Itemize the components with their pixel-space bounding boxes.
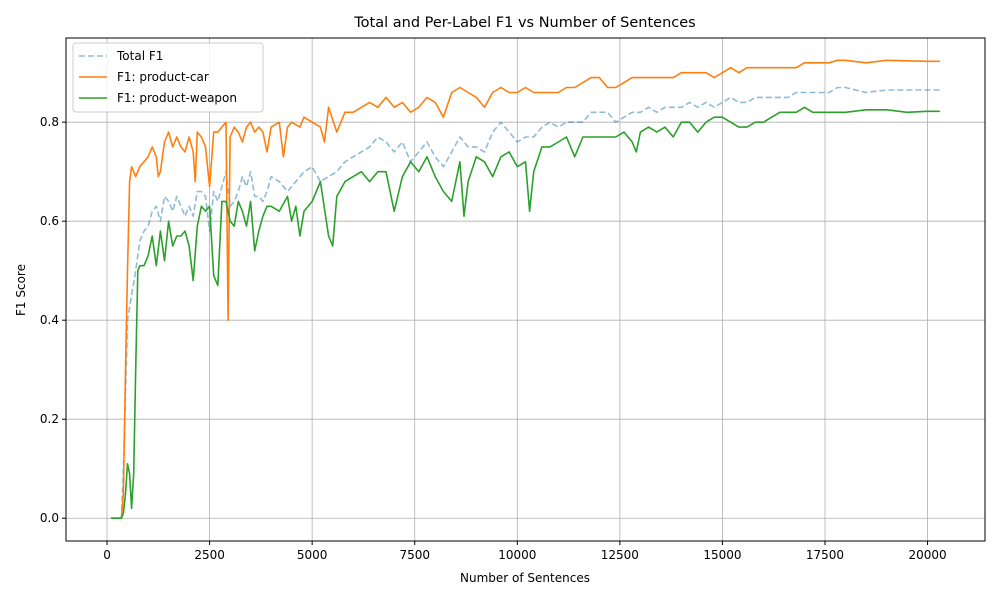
legend: Total F1 F1: product-car F1: product-weapo… — [72, 42, 264, 113]
x-tick-label: 10000 — [498, 548, 536, 562]
y-tick-label: 0.6 — [40, 214, 59, 228]
x-axis-label: Number of Sentences — [460, 571, 590, 585]
y-tick-label: 0.0 — [40, 511, 59, 525]
series-line-2 — [111, 106, 940, 519]
legend-label-0: Total F1 — [116, 49, 163, 63]
x-tick-label: 17500 — [806, 548, 844, 562]
series-lines — [111, 59, 940, 519]
x-tick-label: 5000 — [297, 548, 328, 562]
series-line-0 — [111, 86, 940, 519]
y-axis-label: F1 Score — [14, 264, 28, 316]
x-tick-label: 15000 — [703, 548, 741, 562]
legend-label-2: F1: product-weapon — [117, 91, 237, 105]
plot-frame — [65, 37, 986, 542]
x-tick-label: 0 — [103, 548, 111, 562]
ticks: 0 2500 5000 7500 10000 12500 15000 17500 20000 0.… — [40, 115, 947, 562]
y-tick-label: 0.2 — [40, 412, 59, 426]
y-tick-label: 0.4 — [40, 313, 59, 327]
series-line-1 — [111, 59, 940, 519]
x-tick-label: 12500 — [601, 548, 639, 562]
x-tick-label: 20000 — [908, 548, 946, 562]
legend-box — [72, 42, 264, 113]
y-tick-label: 0.8 — [40, 115, 59, 129]
x-tick-label: 7500 — [399, 548, 430, 562]
chart-title: Total and Per-Label F1 vs Number of Sent… — [353, 15, 695, 31]
x-tick-label: 2500 — [194, 548, 225, 562]
legend-label-1: F1: product-car — [117, 70, 209, 84]
